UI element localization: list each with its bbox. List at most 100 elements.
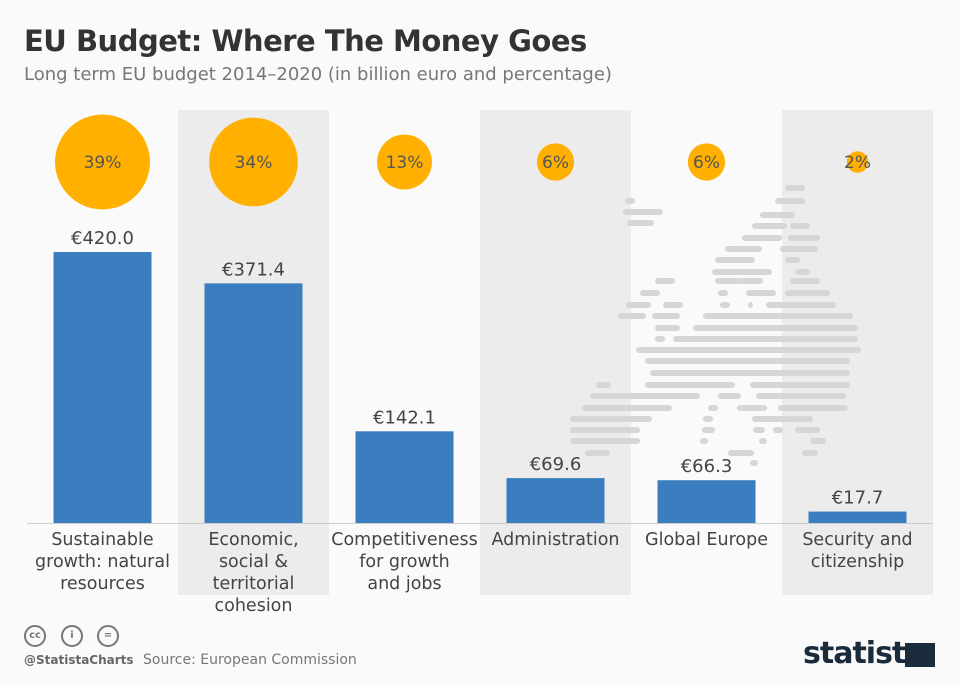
footer-handle: @StatistaCharts <box>24 653 134 667</box>
map-dash <box>590 393 700 399</box>
map-dash <box>663 302 683 308</box>
map-dash <box>570 438 640 444</box>
map-dash <box>585 450 610 456</box>
page-subtitle: Long term EU budget 2014–2020 (in billio… <box>24 64 612 85</box>
map-dash <box>718 290 728 296</box>
category-label-line: Administration <box>491 530 620 550</box>
percent-bubble <box>846 151 869 173</box>
map-dash <box>627 220 654 226</box>
percent-label: 34% <box>235 153 273 173</box>
map-dash <box>703 416 713 422</box>
bar-5 <box>808 511 907 523</box>
category-label-line: social & territorial <box>212 552 295 594</box>
category-label-line: growth: natural <box>35 552 170 572</box>
category-label: Security and citizenship <box>780 529 936 573</box>
map-dash <box>570 427 640 433</box>
map-dash <box>655 278 675 284</box>
by-icon: i <box>61 625 83 647</box>
category-label-line: Competitiveness <box>331 530 478 550</box>
map-dash <box>746 290 776 296</box>
map-dash <box>756 393 846 399</box>
category-label: Economic, social & territorial cohesion <box>176 529 332 617</box>
category-label: Administration <box>478 529 634 551</box>
category-label-line: resources <box>60 574 145 594</box>
map-dash <box>720 302 730 308</box>
page-title: EU Budget: Where The Money Goes <box>24 24 587 58</box>
map-dash <box>753 427 765 433</box>
nd-icon: = <box>97 625 119 647</box>
map-dash <box>725 246 762 252</box>
map-dash <box>750 382 850 388</box>
map-dash <box>703 313 853 319</box>
category-label-line: Sustainable <box>51 530 154 550</box>
map-dash <box>759 438 767 444</box>
map-dash <box>596 382 611 388</box>
percent-bubble <box>536 143 575 181</box>
value-label: €420.0 <box>71 228 134 249</box>
map-dash <box>778 405 848 411</box>
percent-bubble <box>55 114 150 210</box>
value-label: €371.4 <box>222 259 285 280</box>
percent-bubble <box>377 134 432 190</box>
map-dash <box>785 257 800 263</box>
category-label-line: citizenship <box>810 552 905 572</box>
percent-bubble <box>209 117 298 207</box>
map-dash <box>702 427 715 433</box>
cc-icon: cc <box>24 625 46 647</box>
category-label-line: Security and <box>802 530 913 550</box>
map-dash <box>802 450 818 456</box>
map-dash <box>775 198 805 204</box>
map-dash <box>728 450 754 456</box>
bar-0 <box>53 252 152 523</box>
map-dash <box>582 405 672 411</box>
map-dash <box>773 427 783 433</box>
map-dash <box>625 198 635 204</box>
map-dash <box>623 209 663 215</box>
map-dash <box>650 370 850 376</box>
percent-label: 6% <box>542 153 569 173</box>
map-dash <box>788 235 820 241</box>
value-label: €66.3 <box>681 456 733 477</box>
map-dash <box>655 336 665 342</box>
map-dash <box>645 358 850 364</box>
bar-3 <box>506 478 605 523</box>
percent-label: 39% <box>84 153 122 173</box>
map-dash <box>652 313 680 319</box>
value-label: €142.1 <box>373 407 436 428</box>
statista-logo-mark <box>905 643 935 667</box>
map-dash <box>738 278 763 284</box>
map-dash <box>708 405 718 411</box>
category-label: Sustainable growth: natural resources <box>25 529 181 595</box>
map-dash <box>742 235 782 241</box>
category-label-line: cohesion <box>214 596 293 616</box>
category-label-line: Global Europe <box>645 530 768 550</box>
map-dash <box>766 302 836 308</box>
map-dash <box>715 257 755 263</box>
map-dash <box>750 460 758 466</box>
map-dash <box>752 223 787 229</box>
category-label: Global Europe <box>629 529 785 551</box>
category-label-line: for growth <box>359 552 450 572</box>
map-dash <box>700 438 708 444</box>
map-dash <box>785 290 830 296</box>
footer-source: Source: European Commission <box>143 652 357 668</box>
map-dash <box>626 302 651 308</box>
map-dash <box>780 246 818 252</box>
map-dash <box>795 269 810 275</box>
map-dash <box>655 325 680 331</box>
map-dash <box>790 278 820 284</box>
map-dash <box>645 382 735 388</box>
map-dash <box>795 427 820 433</box>
map-dash <box>810 438 826 444</box>
category-label-line: and jobs <box>367 574 442 594</box>
map-dash <box>570 416 652 422</box>
percent-bubble <box>687 143 726 181</box>
percent-label: 6% <box>693 153 720 173</box>
map-dash <box>737 405 767 411</box>
map-dash <box>640 290 660 296</box>
map-dash <box>785 185 805 191</box>
map-dash <box>712 269 772 275</box>
bar-2 <box>355 431 454 523</box>
